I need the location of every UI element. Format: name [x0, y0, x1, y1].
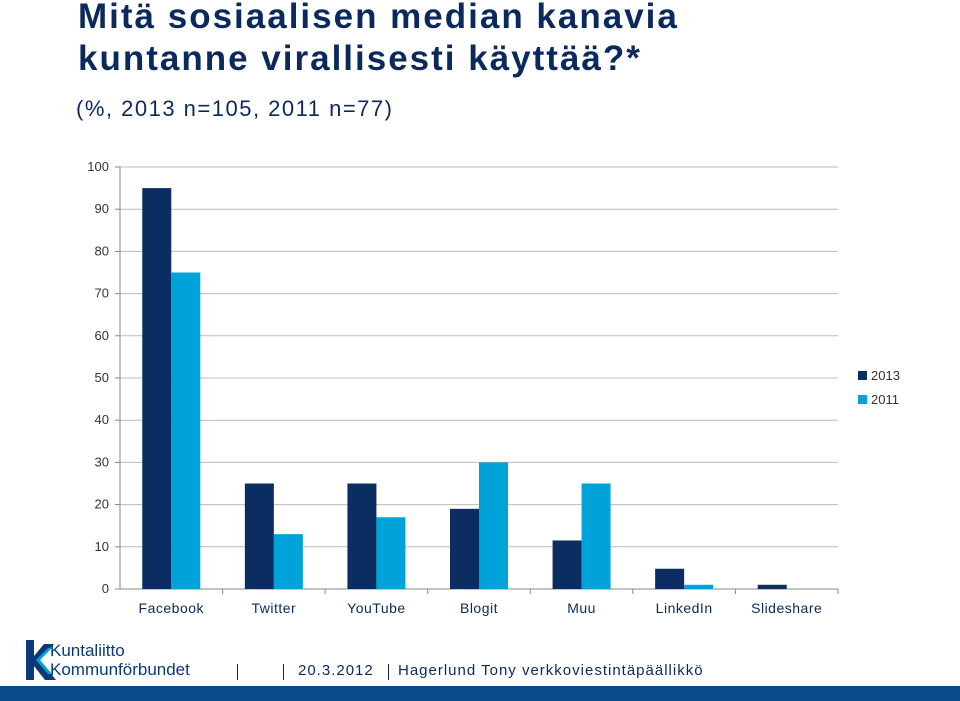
title-line-1: Mitä sosiaalisen median kanavia: [78, 0, 679, 36]
y-tick-label: 70: [95, 286, 109, 301]
bar-2013-blogit: [450, 508, 479, 589]
footer-separator: [388, 664, 389, 680]
bar-chart: 0 10 20 30 40 50 60 70 80 90 100 Facebook Twitter You…: [87, 159, 900, 616]
footer-date: 20.3.2012: [298, 662, 374, 679]
y-tick-label: 60: [95, 328, 109, 343]
y-tick-label: 20: [95, 497, 109, 512]
bar-2013-linkedin: [655, 568, 685, 589]
legend-label-2013: 2013: [871, 368, 900, 383]
footer-separator: [237, 664, 238, 680]
bar-2013-youtube: [347, 483, 377, 589]
slide-subtitle: (%, 2013 n=105, 2011 n=77): [76, 96, 394, 121]
bar-2011-blogit: [479, 462, 508, 589]
logo-line-2: Kommunförbundet: [50, 660, 190, 679]
y-tick-label: 100: [87, 159, 109, 174]
y-tick-label: 50: [95, 370, 109, 385]
bar-2013-muu: [552, 540, 582, 589]
logo-text: Kuntaliitto Kommunförbundet: [50, 641, 190, 679]
bar-2011-facebook: [171, 272, 201, 589]
y-tick-label: 80: [95, 243, 109, 258]
legend-label-2011: 2011: [871, 392, 899, 407]
legend-swatch-2011: [858, 395, 867, 404]
title-line-2: kuntanne virallisesti käyttää?*: [78, 39, 642, 78]
x-category-label: YouTube: [347, 600, 406, 616]
bar-2013-facebook: [142, 188, 172, 589]
x-category-label: Twitter: [251, 600, 296, 616]
footer-separator: [283, 664, 284, 680]
kuntaliitto-logo-icon: [26, 640, 56, 680]
y-tick-label: 0: [102, 581, 109, 596]
y-tick-label: 10: [95, 539, 109, 554]
y-tick-label: 90: [95, 201, 109, 216]
bar-2013-slideshare: [757, 584, 787, 589]
bar-2011-youtube: [376, 517, 406, 589]
bar-2011-muu: [581, 483, 611, 589]
x-category-label: Facebook: [139, 600, 205, 616]
logo-line-1: Kuntaliitto: [50, 641, 125, 660]
x-category-label: Slideshare: [751, 600, 822, 616]
x-category-label: Muu: [567, 600, 596, 616]
x-category-label: Blogit: [460, 600, 498, 616]
slide-title: Mitä sosiaalisen median kanavia kuntanne…: [78, 0, 679, 80]
y-tick-label: 40: [95, 412, 109, 427]
bottom-bar: [0, 686, 960, 701]
legend-swatch-2013: [858, 371, 867, 380]
bar-2011-twitter: [273, 534, 303, 589]
bar-2013-twitter: [244, 483, 274, 589]
bar-2011-linkedin: [684, 584, 714, 589]
footer-author: Hagerlund Tony verkkoviestintäpäällikkö: [398, 662, 704, 679]
y-tick-label: 30: [95, 454, 109, 469]
x-category-label: LinkedIn: [656, 600, 713, 616]
